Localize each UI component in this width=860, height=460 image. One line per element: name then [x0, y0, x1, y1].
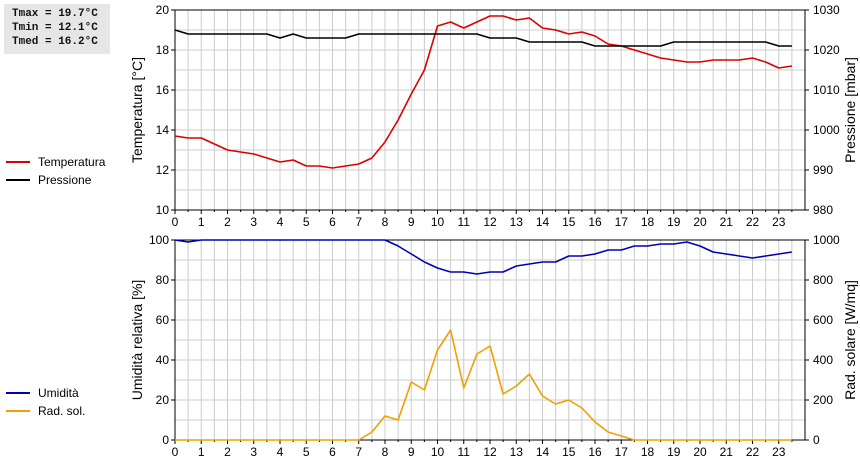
x-tick-label: 1	[198, 445, 205, 459]
legend-label: Rad. sol.	[38, 404, 85, 418]
series-line-2	[175, 329, 792, 441]
tmed-label: Tmed = 16.2°C	[12, 36, 98, 48]
x-tick-label: 12	[483, 445, 497, 459]
x-tick-label: 15	[562, 215, 576, 229]
x-tick-label: 11	[458, 445, 471, 459]
x-tick-label: 1	[198, 215, 205, 229]
y-tick-label: 16	[156, 83, 170, 97]
tmax-label: Tmax = 19.7°C	[12, 8, 98, 20]
x-tick-label: 16	[588, 215, 602, 229]
x-tick-label: 6	[329, 215, 336, 229]
x-tick-label: 7	[355, 445, 362, 459]
series-line-1	[174, 15, 793, 169]
x-tick-label: 3	[250, 215, 257, 229]
x-tick-label: 9	[408, 445, 415, 459]
y2-tick-label: 1010	[813, 83, 840, 97]
legend-label: Umidità	[38, 386, 79, 400]
y2-axis-label: Rad. solare [W/mq]	[842, 280, 858, 400]
y-tick-label: 10	[156, 203, 170, 217]
y2-tick-label: 600	[813, 313, 833, 327]
y2-axis-label: Pressione [mbar]	[842, 57, 858, 163]
x-tick-label: 23	[772, 445, 786, 459]
x-tick-label: 14	[536, 445, 550, 459]
y2-tick-label: 400	[813, 353, 833, 367]
series-line-1	[174, 239, 793, 275]
y-tick-label: 18	[156, 43, 170, 57]
legend-label: Pressione	[38, 173, 92, 187]
y2-tick-label: 990	[813, 163, 833, 177]
y-tick-label: 100	[149, 233, 169, 247]
y-tick-label: 40	[156, 353, 170, 367]
x-tick-label: 8	[382, 445, 389, 459]
x-tick-label: 20	[693, 445, 707, 459]
x-tick-label: 22	[746, 215, 760, 229]
x-tick-label: 8	[382, 215, 389, 229]
x-tick-label: 20	[693, 215, 707, 229]
y-tick-label: 0	[162, 433, 169, 447]
y2-tick-label: 200	[813, 393, 833, 407]
x-tick-label: 19	[667, 445, 681, 459]
y2-tick-label: 1030	[813, 3, 840, 17]
x-tick-label: 5	[303, 445, 310, 459]
y2-tick-label: 1020	[813, 43, 840, 57]
y-tick-label: 20	[156, 3, 170, 17]
x-tick-label: 18	[641, 445, 655, 459]
x-tick-label: 16	[588, 445, 602, 459]
x-tick-label: 17	[615, 445, 629, 459]
legend-label: Temperatura	[38, 155, 106, 169]
y-tick-label: 14	[156, 123, 170, 137]
x-tick-label: 23	[772, 215, 786, 229]
x-tick-label: 11	[458, 215, 471, 229]
tmin-label: Tmin = 12.1°C	[12, 22, 98, 34]
stats-box: Tmax = 19.7°C Tmin = 12.1°C Tmed = 16.2°…	[4, 4, 110, 54]
x-tick-label: 19	[667, 215, 681, 229]
x-tick-label: 10	[431, 445, 445, 459]
x-tick-label: 5	[303, 215, 310, 229]
y-tick-label: 12	[156, 163, 170, 177]
x-tick-label: 6	[329, 445, 336, 459]
x-tick-label: 2	[224, 215, 231, 229]
x-tick-label: 13	[510, 215, 524, 229]
y2-tick-label: 980	[813, 203, 833, 217]
y2-tick-label: 0	[813, 433, 820, 447]
x-tick-label: 9	[408, 215, 415, 229]
y2-tick-label: 1000	[813, 123, 840, 137]
humidity-solar-chart: 0 1 2 3 4 5 6 7 8 9 10 11 12 13 14 15 16 17 18 19 20 21 22 2302…	[6, 233, 858, 459]
y-axis-label: Temperatura [°C]	[129, 57, 145, 163]
y-tick-label: 80	[156, 273, 170, 287]
x-tick-label: 4	[277, 215, 284, 229]
y2-tick-label: 800	[813, 273, 833, 287]
x-tick-label: 18	[641, 215, 655, 229]
y-axis-label: Umidità relativa [%]	[129, 280, 145, 401]
x-tick-label: 15	[562, 445, 576, 459]
x-tick-label: 21	[720, 215, 734, 229]
x-tick-label: 7	[355, 215, 362, 229]
x-tick-label: 13	[510, 445, 524, 459]
temperature-pressure-chart: 0 1 2 3 4 5 6 7 8 9 10 11 12 13 14 15 16 17 18 19 20 21 22 2310…	[6, 3, 858, 229]
y-tick-label: 20	[156, 393, 170, 407]
x-tick-label: 22	[746, 445, 760, 459]
x-tick-label: 4	[277, 445, 284, 459]
x-tick-label: 2	[224, 445, 231, 459]
x-tick-label: 12	[483, 215, 497, 229]
y2-tick-label: 1000	[813, 233, 840, 247]
y-tick-label: 60	[156, 313, 170, 327]
x-tick-label: 0	[172, 215, 179, 229]
x-tick-label: 14	[536, 215, 550, 229]
x-tick-label: 17	[615, 215, 629, 229]
series-line-2	[174, 29, 792, 47]
x-tick-label: 0	[172, 445, 179, 459]
x-tick-label: 3	[250, 445, 257, 459]
x-tick-label: 10	[431, 215, 445, 229]
x-tick-label: 21	[720, 445, 734, 459]
